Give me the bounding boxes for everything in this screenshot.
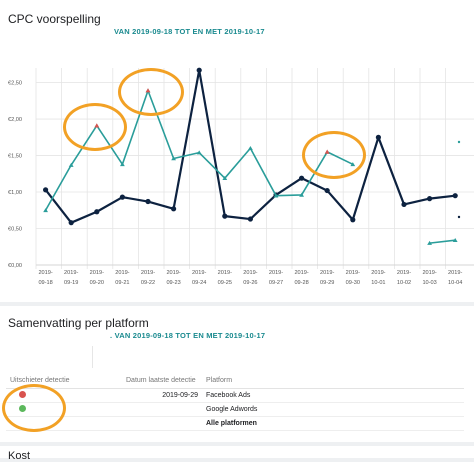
data-point	[324, 187, 330, 194]
platform-summary-title: Samenvatting per platform	[8, 316, 149, 330]
cpc-forecast-chart: €0,00 €0,50 €1,00 €1,50 €2,00 €2,50 2019- 09-18…	[8, 67, 474, 286]
x-tick-label: 09-22	[141, 280, 155, 286]
x-tick-label: 09-19	[64, 280, 78, 286]
last-detection-date-cell	[122, 402, 202, 417]
table-row[interactable]: Alle platformen	[6, 416, 464, 431]
table-row[interactable]: 2019-09-29 Facebook Ads	[6, 388, 464, 403]
x-tick-label: 2019-	[90, 270, 104, 276]
last-detection-date-cell	[122, 416, 202, 431]
x-tick-label: 10-01	[371, 280, 385, 286]
x-tick-label: 2019-	[192, 270, 206, 276]
x-tick-label: 09-18	[38, 280, 52, 286]
x-tick-label: 2019-	[218, 270, 232, 276]
platform-cell: Google Adwords	[202, 402, 464, 417]
data-point	[120, 162, 125, 167]
anomaly-highlight-ring	[63, 103, 127, 151]
anomaly-highlight-ring	[302, 131, 366, 179]
x-tick-label: 09-28	[294, 280, 308, 286]
data-point	[145, 198, 151, 205]
y-tick-label: €1,00	[8, 190, 22, 196]
data-point	[375, 134, 381, 140]
x-tick-label: 2019-	[166, 270, 180, 276]
divider	[92, 346, 93, 368]
platform-summary-date-range: . VAN 2019-09-18 TOT EN MET 2019-10-17	[110, 331, 266, 340]
cost-card: Kost	[0, 446, 474, 462]
y-tick-label: €2,50	[8, 81, 22, 87]
data-point	[401, 201, 407, 208]
x-tick-label: 10-04	[448, 280, 462, 286]
x-tick-label: 2019-	[141, 270, 155, 276]
platform-cell: Alle platformen	[202, 416, 464, 431]
x-tick-label: 2019-	[243, 270, 257, 276]
x-tick-label: 2019-	[269, 270, 283, 276]
series-line	[429, 239, 456, 244]
data-point	[196, 150, 202, 155]
data-point	[196, 67, 202, 73]
x-tick-label: 09-21	[115, 280, 129, 286]
x-tick-label: 09-29	[320, 280, 334, 286]
platform-summary-table: Uitschieter detectie Datum laatste detec…	[6, 374, 464, 431]
data-point	[68, 220, 74, 226]
x-tick-label: 2019-	[38, 270, 52, 276]
data-point	[171, 156, 176, 161]
data-point	[452, 237, 458, 242]
data-point	[43, 208, 48, 213]
data-point	[68, 162, 74, 167]
x-tick-label: 2019-	[115, 270, 129, 276]
x-tick-label: 2019-	[371, 270, 385, 276]
data-point	[350, 217, 356, 223]
x-tick-label: 2019-	[346, 270, 360, 276]
x-tick-label: 09-23	[166, 280, 180, 286]
data-point	[299, 175, 305, 181]
cpc-forecast-date-range: VAN 2019-09-18 TOT EN MET 2019-10-17	[114, 27, 265, 36]
table-row[interactable]: Google Adwords	[6, 402, 464, 417]
data-point	[273, 193, 279, 198]
data-point	[427, 196, 433, 202]
x-tick-label: 09-27	[269, 280, 283, 286]
data-point	[222, 175, 228, 180]
y-tick-label: €2,00	[8, 117, 22, 123]
platform-summary-card: Samenvatting per platform . VAN 2019-09-…	[0, 306, 474, 442]
data-point	[119, 194, 125, 200]
forecast-marker	[457, 140, 461, 144]
platform-cell: Facebook Ads	[202, 388, 464, 403]
header-last-detection-date: Datum laatste detectie	[122, 374, 202, 389]
x-tick-label: 09-30	[346, 280, 360, 286]
y-tick-label: €0,50	[8, 227, 22, 233]
x-tick-label: 09-26	[243, 280, 257, 286]
data-point	[299, 192, 304, 197]
forecast-marker	[457, 215, 461, 219]
data-point	[94, 209, 100, 215]
data-point	[247, 216, 253, 222]
cpc-forecast-card: CPC voorspelling VAN 2019-09-18 TOT EN M…	[0, 0, 474, 302]
x-tick-label: 2019-	[320, 270, 334, 276]
x-tick-label: 10-03	[422, 280, 436, 286]
data-point	[43, 187, 49, 193]
x-tick-label: 2019-	[397, 270, 411, 276]
x-tick-label: 09-25	[218, 280, 232, 286]
x-tick-label: 2019-	[448, 270, 462, 276]
x-tick-label: 2019-	[422, 270, 436, 276]
y-tick-label: €0,00	[8, 263, 22, 269]
anomaly-highlight-ring	[2, 384, 66, 432]
cpc-forecast-title: CPC voorspelling	[8, 12, 101, 26]
x-tick-label: 2019-	[294, 270, 308, 276]
header-platform: Platform	[202, 374, 464, 389]
data-point	[427, 240, 432, 245]
anomaly-highlight-ring	[118, 68, 184, 116]
data-point	[222, 213, 228, 219]
x-tick-label: 09-20	[90, 280, 104, 286]
table-header-row: Uitschieter detectie Datum laatste detec…	[6, 374, 464, 389]
y-tick-label: €1,50	[8, 154, 22, 160]
x-tick-label: 10-02	[397, 280, 411, 286]
last-detection-date-cell: 2019-09-29	[122, 388, 202, 403]
x-tick-label: 09-24	[192, 280, 206, 286]
data-point	[171, 206, 177, 212]
data-point	[248, 146, 253, 151]
data-point	[452, 193, 458, 199]
cost-card-title: Kost	[8, 450, 31, 462]
x-tick-label: 2019-	[64, 270, 78, 276]
